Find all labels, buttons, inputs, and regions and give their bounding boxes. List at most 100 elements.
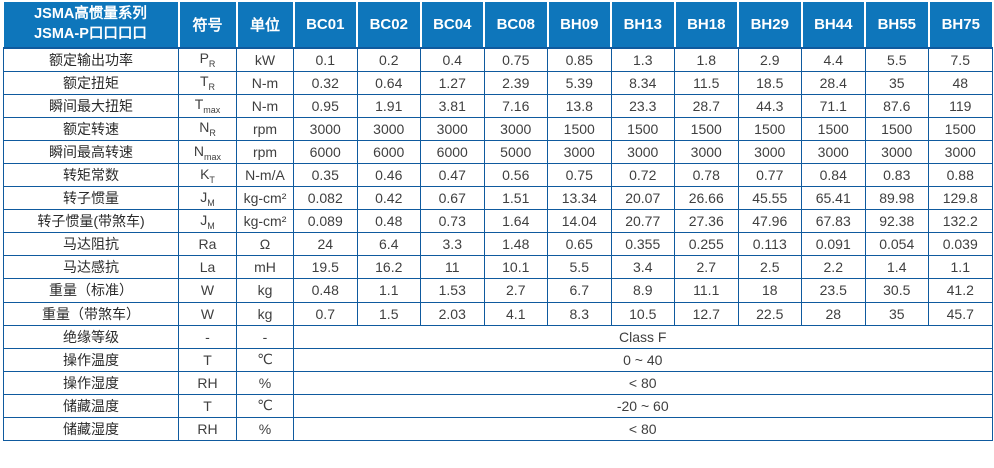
value-cell: 8.9 — [610, 278, 675, 303]
symbol-base: N — [193, 142, 205, 159]
table-row: 储藏湿度 RH% < 80 — [3, 416, 993, 442]
value-cell: 6000 — [420, 139, 485, 164]
series-title-line1: JSMA高惯量系列 — [34, 5, 147, 22]
row-label: 瞬间最高转速 — [3, 139, 179, 164]
value-cell: 35 — [864, 301, 929, 326]
value-cell: 0.7 — [293, 301, 358, 326]
header-row: JSMA高惯量系列 JSMA-P口口口口 符号 单位 BC01 BC02 BC0… — [3, 2, 992, 49]
symbol-subscript: M — [207, 220, 215, 231]
value-cell: 3000 — [737, 139, 802, 164]
table-row: 额定扭矩 TR N-m 0.32 0.64 1.27 2.39 5.39 8.34 11.5 18.… — [3, 70, 993, 95]
col-header-model: BH75 — [927, 2, 992, 49]
symbol-base: W — [200, 305, 215, 322]
value-cell: 4.1 — [483, 301, 548, 326]
row-unit: rpm — [236, 139, 294, 164]
value-cell: 0.039 — [928, 232, 993, 257]
value-cell: 1500 — [864, 116, 929, 141]
row-label: 绝缘等级 — [3, 324, 179, 349]
symbol-base: - — [205, 328, 210, 345]
col-header-symbol: 符号 — [177, 2, 237, 49]
value-cell: 1.4 — [864, 255, 929, 280]
value-cell: 1.3 — [610, 47, 675, 72]
value-cell: 0.082 — [293, 186, 358, 211]
value-cell: 0.72 — [610, 162, 675, 188]
row-label: 转子惯量 — [3, 186, 179, 211]
row-symbol: T — [178, 347, 237, 372]
value-cell: 20.77 — [610, 209, 675, 234]
symbol-base: J — [200, 211, 208, 228]
value-cell: 1500 — [547, 116, 612, 141]
value-cell: 1.8 — [674, 47, 739, 72]
row-unit: - — [236, 324, 294, 349]
table-row: 操作湿度 RH% < 80 — [3, 370, 993, 395]
value-cell: 6.4 — [356, 232, 421, 257]
row-symbol: T — [178, 393, 237, 419]
value-cell: 1500 — [737, 116, 802, 141]
symbol-base: N — [199, 119, 210, 136]
value-cell: 2.2 — [801, 255, 866, 280]
table-row: 储藏温度 T ℃ -20 ~ 60 — [3, 393, 993, 419]
row-label: 额定输出功率 — [3, 47, 179, 72]
symbol-base: Ra — [198, 236, 217, 253]
row-symbol: JM — [178, 209, 237, 234]
value-cell: 22.5 — [737, 301, 802, 326]
value-cell: 20.07 — [610, 186, 675, 211]
value-cell: 23.3 — [610, 93, 675, 118]
value-cell: 0.85 — [547, 47, 612, 72]
value-cell: 30.5 — [864, 278, 929, 303]
row-label: 马达阻抗 — [3, 232, 179, 257]
value-cell: 10.1 — [483, 255, 548, 280]
row-symbol: Nmax — [178, 139, 237, 164]
value-cell: 0.255 — [674, 232, 739, 257]
col-header-model: BC01 — [292, 2, 357, 49]
value-cell: 0.35 — [293, 162, 358, 188]
symbol-base: RH — [197, 374, 218, 391]
value-cell: 6000 — [293, 139, 358, 164]
row-unit: kg — [236, 278, 294, 303]
value-cell: 41.2 — [928, 278, 993, 303]
value-cell: 0.75 — [547, 162, 612, 188]
value-cell: 0.77 — [737, 162, 802, 188]
value-cell: 0.65 — [547, 232, 612, 257]
value-cell: 0.75 — [483, 47, 548, 72]
row-label: 重量（带煞车） — [3, 301, 179, 326]
value-cell: 0.56 — [483, 162, 548, 188]
value-cell: 8.34 — [610, 70, 675, 95]
row-symbol: KT — [178, 162, 237, 188]
row-unit: Ω — [236, 232, 294, 257]
value-cell: 0.1 — [293, 47, 358, 72]
col-header-model: BH09 — [546, 2, 611, 49]
value-cell: 8.3 — [547, 301, 612, 326]
value-cell: 12.7 — [674, 301, 739, 326]
row-label: 马达感抗 — [3, 255, 179, 280]
motor-spec-table: JSMA高惯量系列 JSMA-P口口口口 符号 单位 BC01 BC02 BC0… — [3, 2, 993, 442]
value-cell: 2.03 — [420, 301, 485, 326]
table-row: 转子惯量(带煞车) JM kg-cm² 0.089 0.48 0.73 1.64 14.04 2… — [3, 209, 993, 234]
value-cell: 27.36 — [674, 209, 739, 234]
row-symbol: TR — [178, 70, 237, 95]
table-header: JSMA高惯量系列 JSMA-P口口口口 符号 单位 BC01 BC02 BC0… — [3, 2, 992, 49]
value-cell: 5000 — [483, 139, 548, 164]
value-cell: 2.5 — [737, 255, 802, 280]
value-cell: 45.7 — [928, 301, 993, 326]
row-unit: N-m/A — [236, 162, 294, 188]
value-cell: 6.7 — [547, 278, 612, 303]
row-unit: rpm — [236, 116, 294, 141]
value-cell: 2.9 — [737, 47, 802, 72]
row-unit: ℃ — [236, 347, 294, 372]
table-row: 转子惯量 JM kg-cm² 0.082 0.42 0.67 1.51 13.34 20.07 2… — [3, 186, 993, 211]
merged-value-cell: 0 ~ 40 — [293, 347, 993, 372]
row-label: 储藏温度 — [3, 393, 179, 419]
value-cell: 0.46 — [356, 162, 421, 188]
value-cell: 1.91 — [356, 93, 421, 118]
symbol-base: T — [203, 397, 212, 414]
value-cell: 71.1 — [801, 93, 866, 118]
value-cell: 3000 — [356, 116, 421, 141]
value-cell: 0.089 — [293, 209, 358, 234]
value-cell: 1.27 — [420, 70, 485, 95]
row-unit: kg-cm² — [236, 209, 294, 234]
merged-value-cell: -20 ~ 60 — [293, 393, 993, 419]
value-cell: 6000 — [356, 139, 421, 164]
row-label: 操作温度 — [3, 347, 179, 372]
value-cell: 0.2 — [356, 47, 421, 72]
